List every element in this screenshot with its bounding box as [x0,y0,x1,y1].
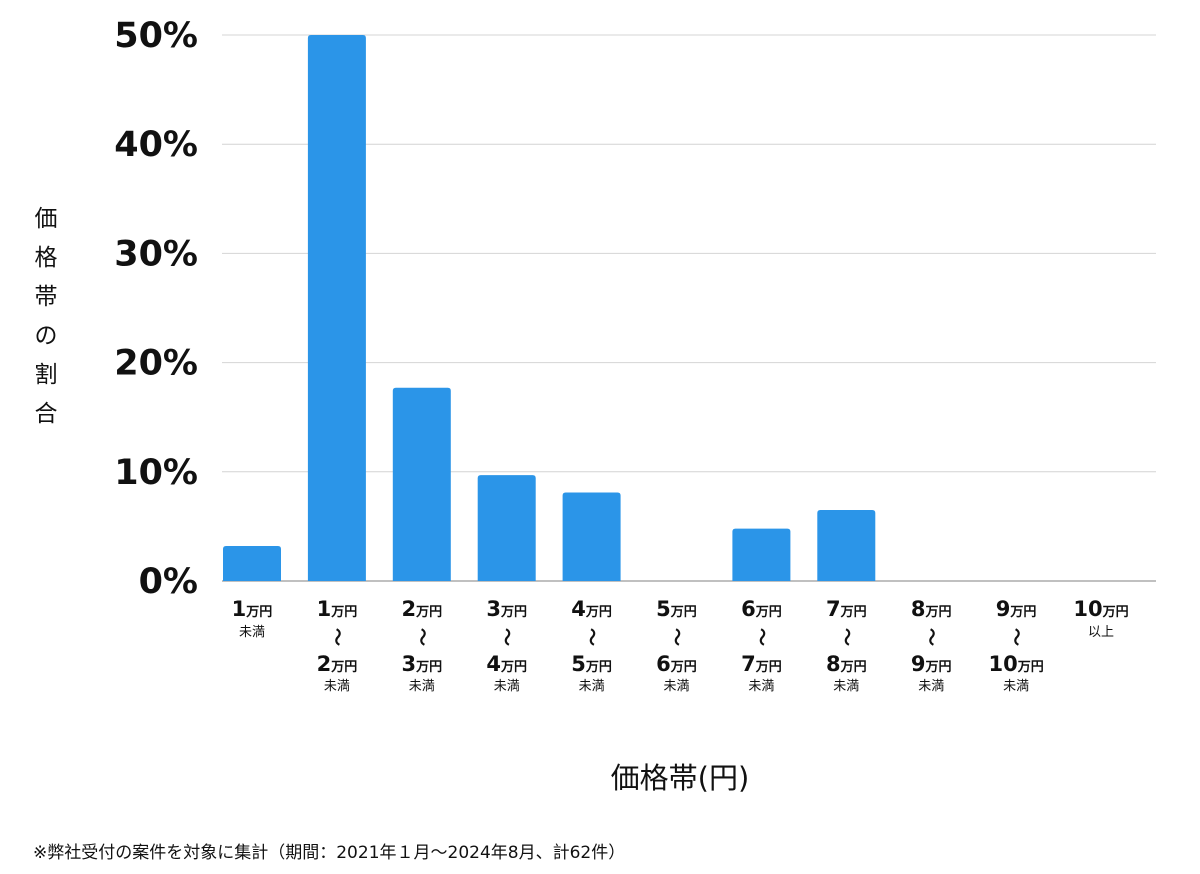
bars [223,35,876,581]
bar [477,475,536,581]
footnote: ※弊社受付の案件を対象に集計（期間：2021年１月〜2024年8月、計62件） [33,843,626,863]
category-price: 6万円 [656,652,697,676]
x-axis-title: 価格帯(円) [611,761,750,795]
bar [392,387,451,581]
category-range-separator: 〜 [920,628,941,646]
category-price: 6万円 [741,597,782,621]
category-price: 3万円 [401,652,442,676]
category-price: 5万円 [571,652,612,676]
category-suffix: 未満 [579,679,605,694]
category-price: 7万円 [826,597,867,621]
category-suffix: 未満 [494,679,520,694]
category-range-separator: 〜 [326,628,347,646]
category-price: 2万円 [401,597,442,621]
category-price: 4万円 [571,597,612,621]
y-axis-title-char: 帯 [35,284,58,310]
y-tick-label: 30% [114,234,198,274]
y-tick-label: 10% [114,453,198,493]
y-axis-title-char: 格 [35,245,58,271]
category-price: 2万円 [317,652,358,676]
y-tick-label: 50% [114,16,198,56]
category-suffix: 未満 [239,625,265,640]
category-suffix: 以上 [1088,625,1114,640]
category-price: 1万円 [317,597,358,621]
category-price: 3万円 [486,597,527,621]
category-price: 9万円 [911,652,952,676]
bar [817,510,876,581]
y-tick-label: 40% [114,125,198,165]
bar [732,528,791,581]
category-suffix: 未満 [918,679,944,694]
category-price: 9万円 [996,597,1037,621]
bar [307,35,366,581]
bar [223,546,281,581]
category-range-separator: 〜 [1005,628,1026,646]
category-range-separator: 〜 [835,628,856,646]
category-range-separator: 〜 [411,628,432,646]
category-price: 8万円 [911,597,952,621]
category-price: 4万円 [486,652,527,676]
category-price: 5万円 [656,597,697,621]
category-suffix: 未満 [833,679,859,694]
y-tick-label: 0% [139,562,198,602]
gridlines [222,34,1156,582]
y-axis-title-char: 価 [35,206,58,232]
category-suffix: 未満 [324,679,350,694]
category-price: 7万円 [741,652,782,676]
category-range-separator: 〜 [666,628,687,646]
category-price: 1万円 [232,597,273,621]
category-suffix: 未満 [409,679,435,694]
category-suffix: 未満 [1003,679,1029,694]
x-axis-category-labels: 1万円未満1万円〜2万円未満2万円〜3万円未満3万円〜4万円未満4万円〜5万円未… [232,597,1129,694]
y-axis-tick-labels: 0% 10% 20% 30% 40% 50% [114,16,198,602]
bar [562,492,621,581]
category-range-separator: 〜 [581,628,602,646]
category-suffix: 未満 [748,679,774,694]
category-price: 8万円 [826,652,867,676]
y-tick-label: 20% [114,344,198,384]
category-suffix: 未満 [663,679,689,694]
y-axis-title-char: の [35,323,58,349]
category-range-separator: 〜 [750,628,771,646]
category-range-separator: 〜 [496,628,517,646]
category-price: 10万円 [988,652,1043,676]
y-axis-title-char: 合 [35,401,58,427]
y-axis-title-char: 割 [35,362,58,388]
category-price: 10万円 [1073,597,1128,621]
